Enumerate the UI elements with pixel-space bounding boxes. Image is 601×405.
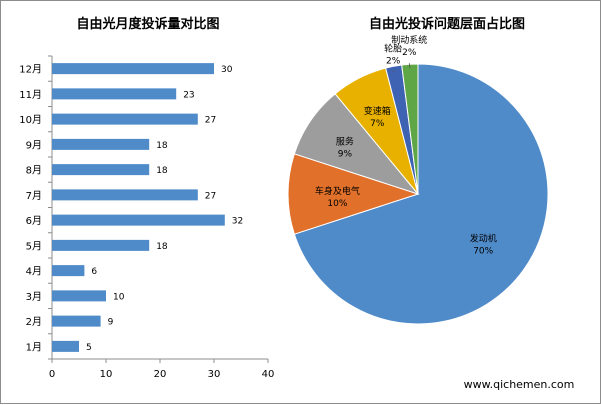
pie-slice-value: 7% (370, 119, 385, 129)
bar (52, 290, 106, 302)
pie-slice (293, 63, 549, 325)
pie-slice-name: 发动机 (470, 232, 497, 244)
bar-data-label: 18 (156, 242, 168, 252)
x-tick-label: 0 (49, 369, 55, 380)
category-label: 5月 (26, 240, 42, 252)
bar (52, 265, 85, 277)
category-label: 4月 (26, 266, 42, 278)
pie-slice-value: 2% (386, 57, 401, 67)
pie-chart-title: 自由光投诉问题层面占比图 (369, 16, 525, 32)
bar (52, 88, 177, 100)
bar-data-label: 18 (156, 166, 168, 176)
bar (52, 340, 79, 352)
bar-data-label: 27 (205, 116, 216, 126)
bar-data-label: 18 (156, 141, 168, 151)
bar-data-label: 5 (86, 343, 92, 353)
bar (52, 315, 101, 327)
pie-slice-value: 2% (402, 48, 417, 58)
pie-slice-name: 制动系统 (391, 34, 427, 46)
bar (52, 189, 198, 201)
category-label: 10月 (19, 114, 42, 126)
bar (52, 164, 150, 176)
x-tick-label: 30 (208, 369, 221, 380)
bar (52, 63, 214, 75)
pie-leader-line (408, 63, 411, 69)
bar (52, 239, 150, 251)
bar (52, 214, 225, 226)
pie-slice-name: 轮胎 (384, 43, 402, 55)
pie-leader-line (392, 69, 395, 73)
category-label: 11月 (19, 89, 42, 101)
bar-data-label: 32 (232, 217, 243, 227)
bar-chart-area: 0 10 20 30 40 12月 30 11月 23 10月 27 9月 18 8月 18 7月 27 6月 32… (19, 55, 275, 380)
x-tick-label: 40 (262, 369, 275, 380)
bar (52, 113, 198, 125)
category-label: 9月 (26, 139, 42, 151)
bar-data-label: 10 (113, 292, 125, 302)
bar-data-label: 6 (91, 267, 97, 277)
category-label: 1月 (26, 341, 42, 353)
x-tick-label: 20 (154, 369, 167, 380)
category-label: 6月 (26, 215, 42, 227)
pie-slice-value: 9% (338, 149, 353, 159)
pie-slice-name: 车身及电气 (315, 185, 360, 197)
watermark-text: www.qichemen.com (464, 378, 575, 391)
pie-slice (287, 153, 420, 235)
x-tick-label: 10 (100, 369, 113, 380)
pie-slice-name: 变速箱 (364, 105, 391, 117)
pie-slice-value: 10% (327, 199, 347, 209)
bar-data-label: 27 (205, 191, 216, 201)
bar-chart-title: 自由光月度投诉量对比图 (76, 16, 219, 32)
category-label: 2月 (26, 316, 42, 328)
category-label: 12月 (19, 64, 42, 76)
bar (52, 138, 150, 150)
bar-data-label: 30 (221, 65, 233, 75)
pie-slice-value: 70% (473, 246, 493, 256)
pie-slice-name: 服务 (336, 135, 354, 147)
category-label: 7月 (26, 190, 42, 202)
bar-data-label: 9 (108, 318, 114, 328)
bar-data-label: 23 (183, 90, 194, 100)
category-label: 3月 (26, 291, 42, 303)
category-label: 8月 (26, 165, 42, 177)
